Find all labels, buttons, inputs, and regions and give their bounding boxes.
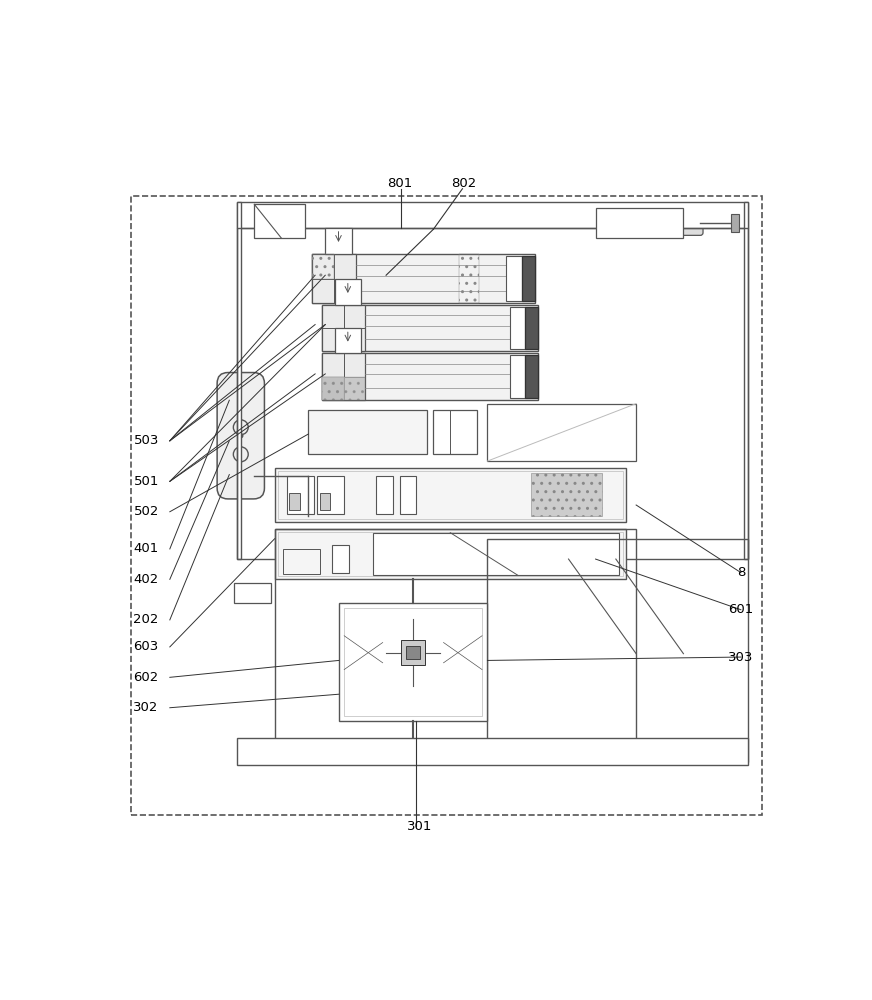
- Bar: [317, 476, 344, 514]
- Bar: [338, 603, 487, 721]
- Bar: [335, 328, 361, 353]
- Bar: [275, 529, 636, 762]
- Bar: [275, 468, 626, 522]
- Bar: [376, 476, 392, 514]
- Bar: [433, 410, 477, 454]
- Bar: [344, 608, 482, 716]
- Text: 503: 503: [133, 434, 159, 447]
- Bar: [596, 208, 684, 238]
- Text: 8: 8: [737, 566, 745, 579]
- Bar: [406, 646, 420, 659]
- Polygon shape: [386, 687, 440, 710]
- Text: 401: 401: [133, 542, 159, 555]
- Bar: [312, 254, 535, 303]
- Bar: [275, 529, 626, 579]
- Text: 202: 202: [133, 613, 159, 626]
- Polygon shape: [344, 636, 383, 670]
- Ellipse shape: [379, 612, 446, 693]
- Text: 601: 601: [728, 603, 753, 616]
- FancyBboxPatch shape: [217, 373, 264, 499]
- Bar: [312, 254, 357, 303]
- Ellipse shape: [319, 423, 331, 442]
- Text: 502: 502: [133, 505, 159, 518]
- Ellipse shape: [344, 418, 364, 447]
- Bar: [744, 202, 747, 559]
- Bar: [320, 493, 330, 510]
- Bar: [322, 305, 365, 351]
- Circle shape: [285, 539, 294, 547]
- Bar: [526, 307, 538, 349]
- Bar: [531, 473, 603, 516]
- Ellipse shape: [374, 418, 392, 447]
- Text: 303: 303: [728, 651, 753, 664]
- Bar: [487, 539, 747, 762]
- Circle shape: [408, 443, 415, 450]
- Text: 402: 402: [133, 573, 159, 586]
- Bar: [290, 493, 300, 510]
- Bar: [322, 305, 538, 351]
- Bar: [287, 476, 314, 514]
- Ellipse shape: [348, 423, 360, 442]
- Circle shape: [408, 419, 415, 425]
- Circle shape: [296, 539, 304, 547]
- Bar: [278, 471, 623, 519]
- Circle shape: [238, 433, 243, 438]
- Circle shape: [408, 435, 415, 442]
- Bar: [487, 404, 636, 461]
- Bar: [510, 355, 526, 398]
- Bar: [399, 476, 417, 514]
- Bar: [332, 545, 349, 573]
- Circle shape: [336, 555, 344, 565]
- Bar: [255, 204, 305, 238]
- Bar: [325, 228, 352, 254]
- Polygon shape: [444, 636, 482, 670]
- Circle shape: [307, 539, 315, 547]
- Text: 603: 603: [133, 640, 159, 653]
- Bar: [278, 532, 623, 576]
- Text: 302: 302: [133, 701, 159, 714]
- Bar: [237, 738, 747, 765]
- Bar: [372, 533, 619, 575]
- Bar: [335, 279, 361, 305]
- Bar: [237, 202, 747, 228]
- Bar: [322, 353, 538, 400]
- Bar: [506, 256, 521, 301]
- Bar: [234, 583, 271, 603]
- Bar: [237, 202, 241, 559]
- Bar: [521, 256, 535, 301]
- Bar: [322, 353, 365, 400]
- Circle shape: [408, 427, 415, 434]
- Ellipse shape: [378, 423, 390, 442]
- Bar: [459, 254, 479, 303]
- Text: 301: 301: [407, 820, 433, 833]
- Text: 501: 501: [133, 475, 159, 488]
- Bar: [312, 254, 334, 279]
- Text: 602: 602: [133, 671, 159, 684]
- FancyBboxPatch shape: [681, 210, 703, 235]
- Bar: [283, 549, 320, 574]
- Bar: [510, 307, 526, 349]
- Bar: [731, 214, 739, 232]
- Bar: [401, 640, 426, 665]
- Bar: [309, 410, 426, 454]
- Ellipse shape: [316, 418, 335, 447]
- Bar: [322, 377, 365, 400]
- Bar: [322, 377, 344, 400]
- Bar: [237, 228, 747, 559]
- Bar: [526, 355, 538, 398]
- Text: 801: 801: [387, 177, 412, 190]
- Text: 802: 802: [451, 177, 476, 190]
